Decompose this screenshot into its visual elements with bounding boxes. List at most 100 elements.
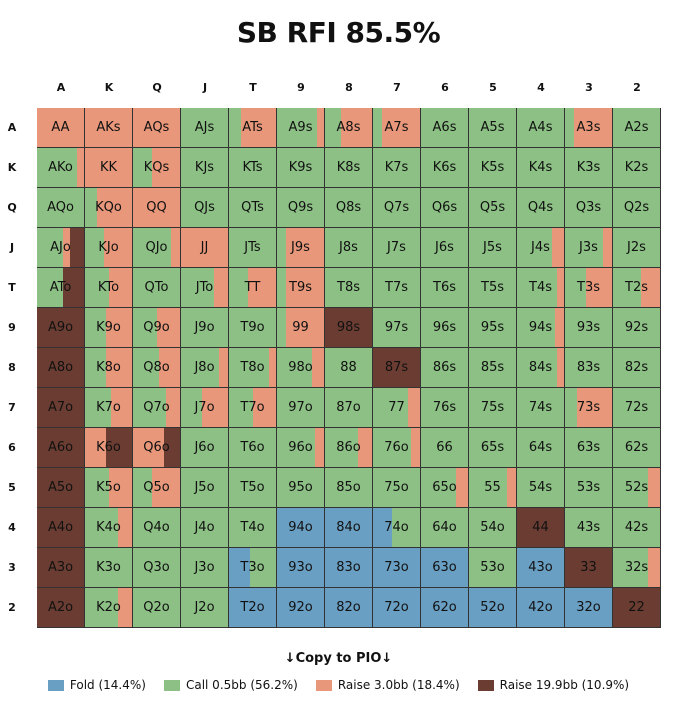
hand-cell[interactable]: QJo	[133, 228, 181, 268]
hand-cell[interactable]: 74o	[373, 508, 421, 548]
hand-cell[interactable]: 76s	[421, 388, 469, 428]
hand-cell[interactable]: J8o	[181, 348, 229, 388]
hand-cell[interactable]: QJs	[181, 188, 229, 228]
hand-cell[interactable]: KTo	[85, 268, 133, 308]
hand-cell[interactable]: 73o	[373, 548, 421, 588]
hand-cell[interactable]: T4s	[517, 268, 565, 308]
hand-cell[interactable]: J2s	[613, 228, 661, 268]
hand-cell[interactable]: 76o	[373, 428, 421, 468]
hand-cell[interactable]: K3s	[565, 148, 613, 188]
hand-cell[interactable]: K8s	[325, 148, 373, 188]
hand-cell[interactable]: A7s	[373, 108, 421, 148]
hand-cell[interactable]: 54o	[469, 508, 517, 548]
hand-cell[interactable]: 86s	[421, 348, 469, 388]
hand-cell[interactable]: 82s	[613, 348, 661, 388]
hand-cell[interactable]: 85o	[325, 468, 373, 508]
hand-cell[interactable]: AJs	[181, 108, 229, 148]
hand-cell[interactable]: A3o	[37, 548, 85, 588]
hand-cell[interactable]: 84s	[517, 348, 565, 388]
hand-cell[interactable]: 75s	[469, 388, 517, 428]
hand-cell[interactable]: KTs	[229, 148, 277, 188]
hand-cell[interactable]: 95o	[277, 468, 325, 508]
hand-cell[interactable]: KJo	[85, 228, 133, 268]
hand-cell[interactable]: 43s	[565, 508, 613, 548]
hand-cell[interactable]: 73s	[565, 388, 613, 428]
hand-cell[interactable]: Q7o	[133, 388, 181, 428]
hand-cell[interactable]: Q6o	[133, 428, 181, 468]
hand-cell[interactable]: K8o	[85, 348, 133, 388]
hand-cell[interactable]: 43o	[517, 548, 565, 588]
hand-cell[interactable]: 54s	[517, 468, 565, 508]
hand-cell[interactable]: 33	[565, 548, 613, 588]
hand-cell[interactable]: 87o	[325, 388, 373, 428]
hand-cell[interactable]: 65s	[469, 428, 517, 468]
hand-cell[interactable]: 63o	[421, 548, 469, 588]
hand-cell[interactable]: K2o	[85, 588, 133, 628]
hand-cell[interactable]: ATo	[37, 268, 85, 308]
hand-cell[interactable]: QQ	[133, 188, 181, 228]
hand-cell[interactable]: Q5s	[469, 188, 517, 228]
hand-cell[interactable]: A4s	[517, 108, 565, 148]
hand-cell[interactable]: JTs	[229, 228, 277, 268]
hand-cell[interactable]: A9o	[37, 308, 85, 348]
hand-cell[interactable]: 85s	[469, 348, 517, 388]
hand-cell[interactable]: 62s	[613, 428, 661, 468]
hand-cell[interactable]: 55	[469, 468, 517, 508]
hand-cell[interactable]: 32o	[565, 588, 613, 628]
hand-cell[interactable]: K5s	[469, 148, 517, 188]
hand-cell[interactable]: T8o	[229, 348, 277, 388]
hand-cell[interactable]: 93o	[277, 548, 325, 588]
hand-cell[interactable]: 96s	[421, 308, 469, 348]
hand-cell[interactable]: 93s	[565, 308, 613, 348]
hand-cell[interactable]: 53o	[469, 548, 517, 588]
hand-cell[interactable]: 74s	[517, 388, 565, 428]
hand-cell[interactable]: 95s	[469, 308, 517, 348]
hand-cell[interactable]: 98o	[277, 348, 325, 388]
hand-cell[interactable]: T7s	[373, 268, 421, 308]
hand-cell[interactable]: 97o	[277, 388, 325, 428]
hand-cell[interactable]: AQs	[133, 108, 181, 148]
hand-cell[interactable]: 99	[277, 308, 325, 348]
hand-cell[interactable]: 92o	[277, 588, 325, 628]
hand-cell[interactable]: J9s	[277, 228, 325, 268]
hand-cell[interactable]: 42o	[517, 588, 565, 628]
hand-cell[interactable]: AKs	[85, 108, 133, 148]
hand-cell[interactable]: Q8o	[133, 348, 181, 388]
hand-cell[interactable]: A9s	[277, 108, 325, 148]
hand-cell[interactable]: 64o	[421, 508, 469, 548]
hand-cell[interactable]: Q7s	[373, 188, 421, 228]
hand-cell[interactable]: 62o	[421, 588, 469, 628]
hand-cell[interactable]: 72s	[613, 388, 661, 428]
hand-cell[interactable]: K3o	[85, 548, 133, 588]
hand-cell[interactable]: 94s	[517, 308, 565, 348]
hand-cell[interactable]: K9o	[85, 308, 133, 348]
hand-cell[interactable]: 98s	[325, 308, 373, 348]
hand-cell[interactable]: Q3s	[565, 188, 613, 228]
hand-cell[interactable]: J4s	[517, 228, 565, 268]
hand-cell[interactable]: A8o	[37, 348, 85, 388]
hand-cell[interactable]: AKo	[37, 148, 85, 188]
hand-cell[interactable]: 32s	[613, 548, 661, 588]
hand-cell[interactable]: J6o	[181, 428, 229, 468]
hand-cell[interactable]: Q8s	[325, 188, 373, 228]
hand-cell[interactable]: A3s	[565, 108, 613, 148]
hand-cell[interactable]: 96o	[277, 428, 325, 468]
hand-cell[interactable]: T6o	[229, 428, 277, 468]
hand-cell[interactable]: 87s	[373, 348, 421, 388]
hand-cell[interactable]: 64s	[517, 428, 565, 468]
hand-cell[interactable]: J2o	[181, 588, 229, 628]
hand-cell[interactable]: A5s	[469, 108, 517, 148]
hand-cell[interactable]: 44	[517, 508, 565, 548]
hand-cell[interactable]: AQo	[37, 188, 85, 228]
hand-cell[interactable]: A2o	[37, 588, 85, 628]
hand-cell[interactable]: J8s	[325, 228, 373, 268]
hand-cell[interactable]: T2s	[613, 268, 661, 308]
hand-cell[interactable]: Q2o	[133, 588, 181, 628]
hand-cell[interactable]: K6s	[421, 148, 469, 188]
hand-cell[interactable]: A6o	[37, 428, 85, 468]
hand-cell[interactable]: J7s	[373, 228, 421, 268]
hand-cell[interactable]: T3o	[229, 548, 277, 588]
hand-cell[interactable]: Q4o	[133, 508, 181, 548]
hand-cell[interactable]: JTo	[181, 268, 229, 308]
hand-cell[interactable]: K5o	[85, 468, 133, 508]
